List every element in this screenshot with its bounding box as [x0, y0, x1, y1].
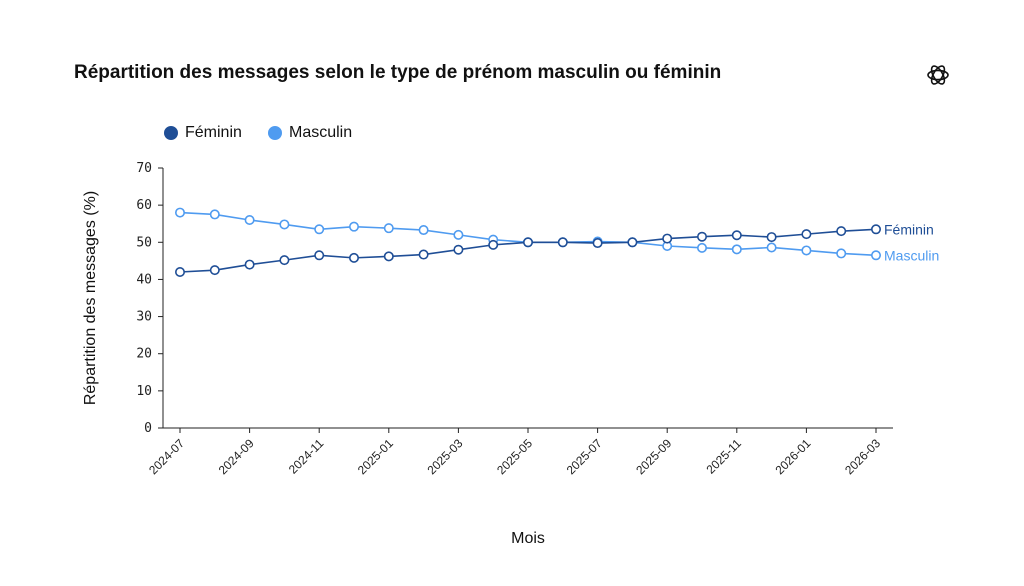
x-tick-label: 2025-01 — [355, 436, 396, 477]
data-point-masculin — [731, 244, 742, 255]
chart-title: Répartition des messages selon le type d… — [74, 62, 722, 83]
y-tick-label: 40 — [136, 272, 152, 287]
x-tick-label: 2026-01 — [772, 436, 813, 477]
legend-label-feminin: Féminin — [185, 124, 242, 141]
y-tick-label: 70 — [136, 161, 152, 176]
data-point-masculin — [314, 224, 325, 235]
x-tick-label: 2026-03 — [842, 436, 883, 477]
openai-logo-icon — [927, 65, 949, 85]
data-point-feminin — [731, 230, 742, 241]
data-point-feminin — [766, 232, 777, 243]
series-feminin: Féminin — [175, 221, 934, 277]
x-tick-label: 2025-03 — [424, 436, 465, 477]
data-point-masculin — [383, 223, 394, 234]
data-point-feminin — [244, 259, 255, 270]
data-point-feminin — [279, 255, 290, 266]
series-end-label-masculin: Masculin — [884, 247, 939, 263]
x-tick-label: 2024-09 — [216, 436, 257, 477]
y-tick-label: 10 — [136, 384, 152, 399]
data-point-masculin — [453, 229, 464, 240]
x-tick-label: 2025-07 — [564, 436, 605, 477]
data-point-feminin — [209, 265, 220, 276]
legend-dot-feminin — [164, 126, 178, 140]
data-point-masculin — [801, 245, 812, 256]
y-tick-label: 20 — [136, 347, 152, 362]
x-tick-label: 2025-09 — [633, 436, 674, 477]
y-tick-label: 0 — [144, 421, 152, 436]
data-point-feminin — [696, 231, 707, 242]
axes — [162, 168, 893, 429]
data-point-masculin — [696, 242, 707, 253]
data-point-feminin — [314, 250, 325, 261]
y-tick-label: 60 — [136, 198, 152, 213]
y-axis-title: Répartition des messages (%) — [82, 191, 99, 405]
x-tick-label: 2025-05 — [494, 436, 535, 477]
series-layer: Masculin Féminin — [175, 207, 939, 277]
data-point-feminin — [453, 244, 464, 255]
data-point-masculin — [279, 219, 290, 230]
legend-dot-masculin — [268, 126, 282, 140]
x-tick-label: 2025-11 — [704, 436, 745, 477]
data-point-feminin — [836, 226, 847, 237]
y-tick-label: 30 — [136, 310, 152, 325]
data-point-masculin — [175, 207, 186, 218]
x-axis-ticks: 2024-07 2024-09 2024-11 2025-01 2025-03 2025-… — [146, 428, 883, 477]
x-tick-label: 2024-11 — [286, 436, 327, 477]
data-point-masculin — [766, 242, 777, 253]
data-point-feminin — [488, 239, 499, 250]
x-axis-title: Mois — [511, 530, 545, 547]
data-point-feminin — [348, 252, 359, 263]
series-end-label-feminin: Féminin — [884, 221, 934, 237]
data-point-feminin — [870, 224, 881, 235]
data-point-feminin — [175, 266, 186, 277]
data-point-masculin — [418, 225, 429, 236]
data-point-masculin — [209, 209, 220, 220]
data-point-feminin — [592, 238, 603, 249]
y-tick-label: 50 — [136, 235, 152, 250]
legend-label-masculin: Masculin — [289, 124, 353, 141]
legend-item-masculin: Masculin — [268, 124, 352, 142]
series-masculin: Masculin — [175, 207, 939, 263]
x-tick-label: 2024-07 — [146, 436, 187, 477]
data-point-masculin — [836, 248, 847, 259]
data-point-masculin — [870, 250, 881, 261]
data-point-masculin — [348, 221, 359, 232]
data-point-feminin — [662, 233, 673, 244]
data-point-feminin — [383, 251, 394, 262]
data-point-masculin — [244, 215, 255, 226]
y-axis-ticks: 0 10 20 30 40 50 60 70 — [136, 161, 163, 436]
data-point-feminin — [627, 237, 638, 248]
legend-item-feminin: Féminin — [164, 124, 242, 142]
data-point-feminin — [557, 237, 568, 248]
data-point-feminin — [522, 237, 533, 248]
data-point-feminin — [418, 249, 429, 260]
data-point-feminin — [801, 229, 812, 240]
